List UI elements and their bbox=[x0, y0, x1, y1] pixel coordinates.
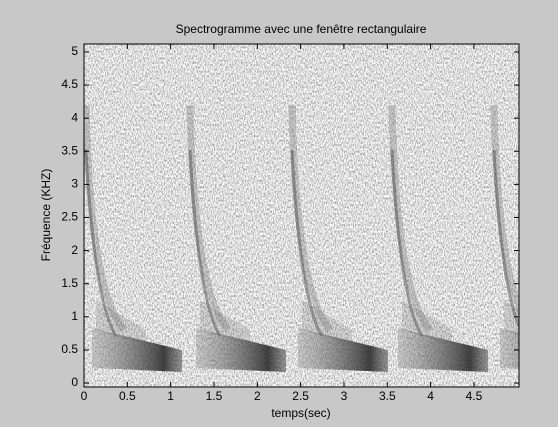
y-tick-label: 2.5 bbox=[61, 210, 78, 224]
y-tick-label: 2 bbox=[71, 243, 78, 257]
y-tick-label: 0 bbox=[71, 375, 78, 389]
x-tick-label: 4 bbox=[427, 389, 434, 403]
x-tick-label: 0.5 bbox=[119, 389, 136, 403]
y-tick-label: 4 bbox=[71, 110, 78, 124]
x-tick-label: 1 bbox=[167, 389, 174, 403]
y-tick-label: 5 bbox=[71, 44, 78, 58]
x-tick-label: 3 bbox=[341, 389, 348, 403]
y-axis-label: Fréquence (KHZ) bbox=[39, 169, 53, 262]
y-tick-label: 1 bbox=[71, 309, 78, 323]
x-tick-label: 2 bbox=[254, 389, 261, 403]
x-tick-label: 3.5 bbox=[379, 389, 396, 403]
y-tick-label: 0.5 bbox=[61, 342, 78, 356]
y-tick-label: 3.5 bbox=[61, 143, 78, 157]
y-tick-label: 3 bbox=[71, 177, 78, 191]
x-axis-label: temps(sec) bbox=[271, 406, 330, 420]
x-tick-label: 0 bbox=[81, 389, 88, 403]
spectrogram-image bbox=[84, 44, 519, 387]
axes-box bbox=[83, 43, 520, 388]
x-tick-label: 2.5 bbox=[292, 389, 309, 403]
chart-title: Spectrogramme avec une fenêtre rectangul… bbox=[176, 22, 427, 36]
y-tick-label: 4.5 bbox=[61, 77, 78, 91]
x-tick-label: 4.5 bbox=[466, 389, 483, 403]
y-tick-label: 1.5 bbox=[61, 276, 78, 290]
x-tick-label: 1.5 bbox=[206, 389, 223, 403]
